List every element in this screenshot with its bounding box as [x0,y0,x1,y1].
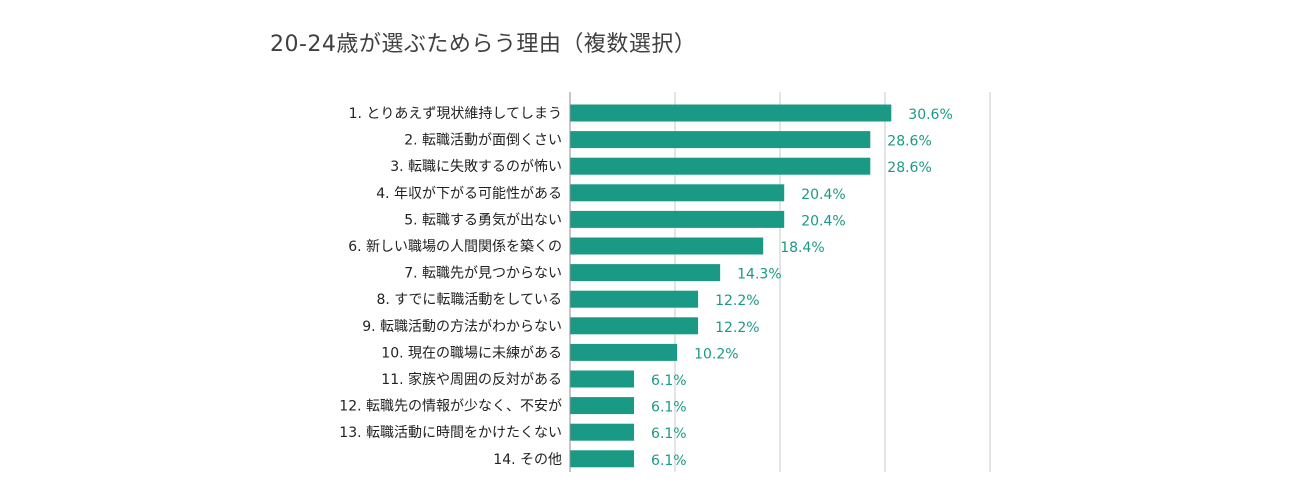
data-label: 6.1% [651,426,687,442]
category-label: 3. 転職に失敗するのが怖い [390,158,562,175]
category-label: 11. 家族や周囲の反対がある [381,371,562,388]
bar [570,210,785,228]
category-label: 9. 転職活動の方法がわからない [362,319,562,335]
data-label: 20.4% [801,213,845,229]
category-label: 5. 転職する勇気が出ない [404,212,562,228]
category-label: 4. 年収が下がる可能性がある [376,186,562,202]
data-label: 6.1% [651,373,687,389]
data-label: 30.6% [908,107,952,123]
bar [570,131,871,149]
category-label: 2. 転職活動が面倒くさい [404,133,562,149]
bar [570,264,721,282]
bar [570,104,892,122]
category-label: 12. 転職先の情報が少なく、不安が [339,399,562,415]
data-label: 20.4% [801,187,845,203]
data-label: 6.1% [651,453,687,469]
bar [570,157,871,175]
data-label: 10.2% [694,346,738,362]
category-label: 14. その他 [493,452,562,468]
bar [570,237,764,255]
bar [570,450,635,468]
data-label: 18.4% [780,240,824,256]
category-label: 1. とりあえず現状維持してしまう [349,106,562,122]
bar [570,370,635,388]
category-label: 6. 新しい職場の人間関係を築くの [348,239,562,255]
bar [570,397,635,415]
bar [570,343,678,361]
data-label: 12.2% [715,293,759,309]
bar [570,423,635,441]
data-label: 28.6% [887,160,931,176]
bar [570,290,699,308]
bar [570,317,699,335]
category-label: 7. 転職先が見つからない [404,266,562,282]
category-label: 8. すでに転職活動をしている [376,292,562,308]
data-label: 12.2% [715,320,759,336]
data-label: 28.6% [887,134,931,150]
bar [570,184,785,202]
category-label: 10. 現在の職場に未練がある [381,345,562,361]
category-label: 13. 転職活動に時間をかけたくない [339,425,562,441]
chart-title: 20-24歳が選ぶためらう理由（複数選択） [270,32,697,57]
data-label: 14.3% [737,267,781,283]
data-label: 6.1% [651,400,687,416]
